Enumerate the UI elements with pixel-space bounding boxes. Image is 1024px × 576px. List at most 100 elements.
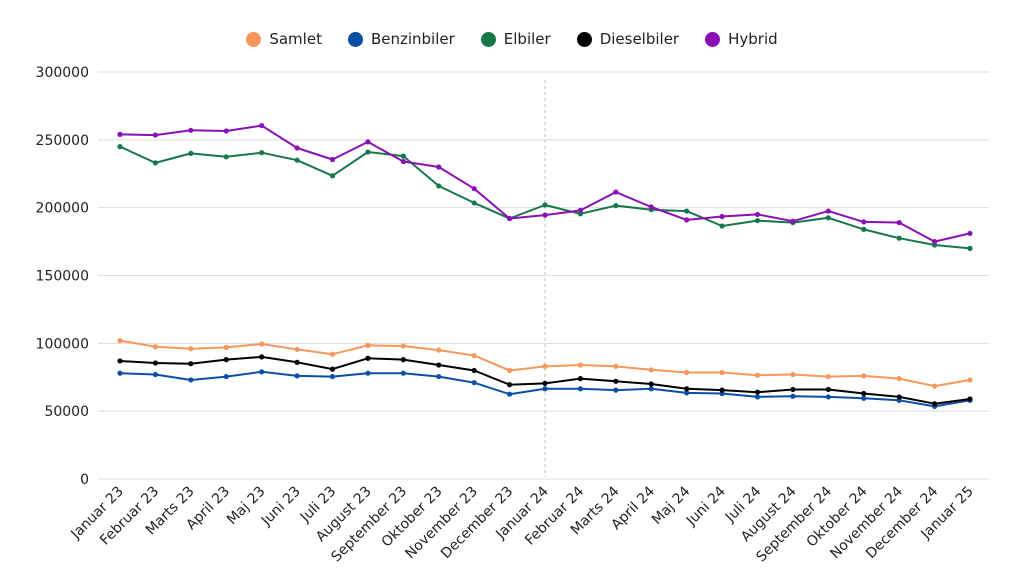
data-point-dieselbiler-22 [896, 394, 902, 400]
data-point-benzinbiler-16 [684, 390, 690, 396]
data-point-dieselbiler-0 [117, 358, 123, 364]
series-dieselbiler [117, 354, 973, 407]
gridlines [98, 71, 989, 480]
data-point-elbiler-16 [684, 208, 690, 214]
data-point-benzinbiler-15 [648, 386, 654, 392]
data-point-hybrid-20 [825, 208, 831, 214]
data-point-dieselbiler-5 [294, 359, 300, 365]
data-point-elbiler-1 [152, 160, 159, 166]
data-point-dieselbiler-1 [152, 360, 159, 366]
legend-label-samlet: Samlet [269, 30, 322, 48]
data-point-benzinbiler-0 [117, 370, 123, 376]
legend-swatch-benzinbiler [347, 31, 363, 47]
y-tick-label-300000: 300000 [36, 65, 89, 81]
data-point-samlet-8 [400, 343, 406, 349]
data-point-samlet-20 [825, 373, 831, 380]
data-point-hybrid-23 [931, 238, 938, 245]
data-point-samlet-13 [577, 362, 584, 368]
data-point-hybrid-0 [117, 131, 123, 138]
data-point-benzinbiler-1 [152, 371, 159, 378]
data-point-dieselbiler-23 [931, 401, 938, 407]
data-point-hybrid-11 [506, 215, 513, 222]
data-point-elbiler-18 [754, 217, 761, 224]
data-point-hybrid-13 [577, 207, 584, 213]
data-point-samlet-15 [648, 367, 654, 373]
data-point-hybrid-18 [754, 211, 761, 218]
data-point-dieselbiler-11 [506, 382, 513, 388]
data-point-elbiler-3 [223, 154, 229, 160]
data-point-elbiler-14 [613, 203, 619, 209]
data-point-hybrid-8 [400, 158, 406, 165]
data-point-benzinbiler-13 [577, 386, 584, 392]
data-point-dieselbiler-14 [613, 378, 619, 384]
legend: Samlet Benzinbiler Elbiler Dieselbiler H… [0, 30, 1024, 48]
data-point-dieselbiler-3 [223, 357, 229, 363]
series-hybrid [117, 122, 973, 245]
data-point-dieselbiler-9 [436, 362, 442, 368]
data-point-benzinbiler-4 [259, 369, 265, 375]
data-point-samlet-14 [613, 363, 619, 369]
data-point-hybrid-10 [471, 186, 477, 192]
data-point-samlet-11 [506, 367, 513, 374]
legend-item-dieselbiler[interactable]: Dieselbiler [576, 30, 679, 48]
data-point-samlet-0 [117, 338, 123, 344]
y-tick-label-100000: 100000 [36, 336, 89, 352]
x-tick-label-juni-23: Juni 23 [258, 484, 304, 530]
data-point-hybrid-15 [648, 204, 654, 210]
data-point-benzinbiler-5 [294, 373, 300, 379]
data-point-samlet-17 [719, 369, 725, 376]
data-point-elbiler-9 [436, 183, 442, 189]
y-tick-label-50000: 50000 [44, 404, 89, 420]
data-point-elbiler-7 [365, 149, 371, 155]
series-samlet [117, 338, 973, 389]
data-point-hybrid-3 [223, 128, 229, 134]
data-point-dieselbiler-21 [861, 390, 867, 397]
data-point-dieselbiler-8 [400, 357, 406, 363]
data-point-elbiler-20 [825, 215, 831, 221]
data-point-elbiler-4 [259, 150, 265, 156]
legend-label-elbiler: Elbiler [503, 30, 551, 48]
data-point-samlet-3 [223, 344, 229, 351]
data-point-benzinbiler-20 [825, 394, 831, 400]
data-point-elbiler-24 [967, 245, 973, 251]
data-point-benzinbiler-8 [400, 370, 406, 376]
legend-item-hybrid[interactable]: Hybrid [705, 30, 778, 48]
y-tick-label-250000: 250000 [36, 133, 89, 149]
series-elbiler [117, 144, 973, 251]
data-point-hybrid-6 [329, 156, 336, 163]
data-point-samlet-19 [790, 371, 796, 378]
data-point-dieselbiler-2 [188, 361, 194, 367]
data-point-dieselbiler-18 [754, 389, 761, 395]
data-point-samlet-16 [684, 369, 690, 376]
data-point-hybrid-12 [542, 212, 548, 218]
data-point-hybrid-14 [613, 189, 619, 195]
legend-swatch-hybrid [705, 31, 721, 47]
legend-item-samlet[interactable]: Samlet [246, 30, 322, 48]
data-point-samlet-7 [365, 342, 371, 348]
data-point-dieselbiler-19 [790, 386, 796, 393]
data-point-hybrid-7 [365, 139, 371, 145]
data-point-dieselbiler-6 [329, 366, 336, 372]
data-point-samlet-21 [861, 373, 867, 379]
legend-item-elbiler[interactable]: Elbiler [480, 30, 551, 48]
data-point-hybrid-17 [719, 213, 725, 220]
data-point-samlet-6 [329, 351, 336, 357]
data-point-benzinbiler-11 [506, 391, 513, 397]
series-benzinbiler [117, 369, 973, 410]
data-point-samlet-10 [471, 352, 477, 359]
data-point-hybrid-9 [436, 164, 442, 170]
data-point-samlet-5 [294, 346, 300, 353]
data-point-hybrid-4 [259, 122, 265, 129]
data-point-elbiler-6 [329, 173, 336, 179]
data-point-benzinbiler-2 [188, 377, 194, 383]
data-point-elbiler-0 [117, 144, 123, 150]
series-line-elbiler [119, 145, 971, 250]
y-tick-label-150000: 150000 [36, 269, 89, 285]
legend-swatch-elbiler [480, 31, 496, 47]
legend-label-hybrid: Hybrid [728, 30, 778, 48]
y-tick-label-0: 0 [80, 472, 89, 488]
legend-item-benzinbiler[interactable]: Benzinbiler [347, 30, 455, 48]
data-point-dieselbiler-4 [259, 354, 265, 360]
